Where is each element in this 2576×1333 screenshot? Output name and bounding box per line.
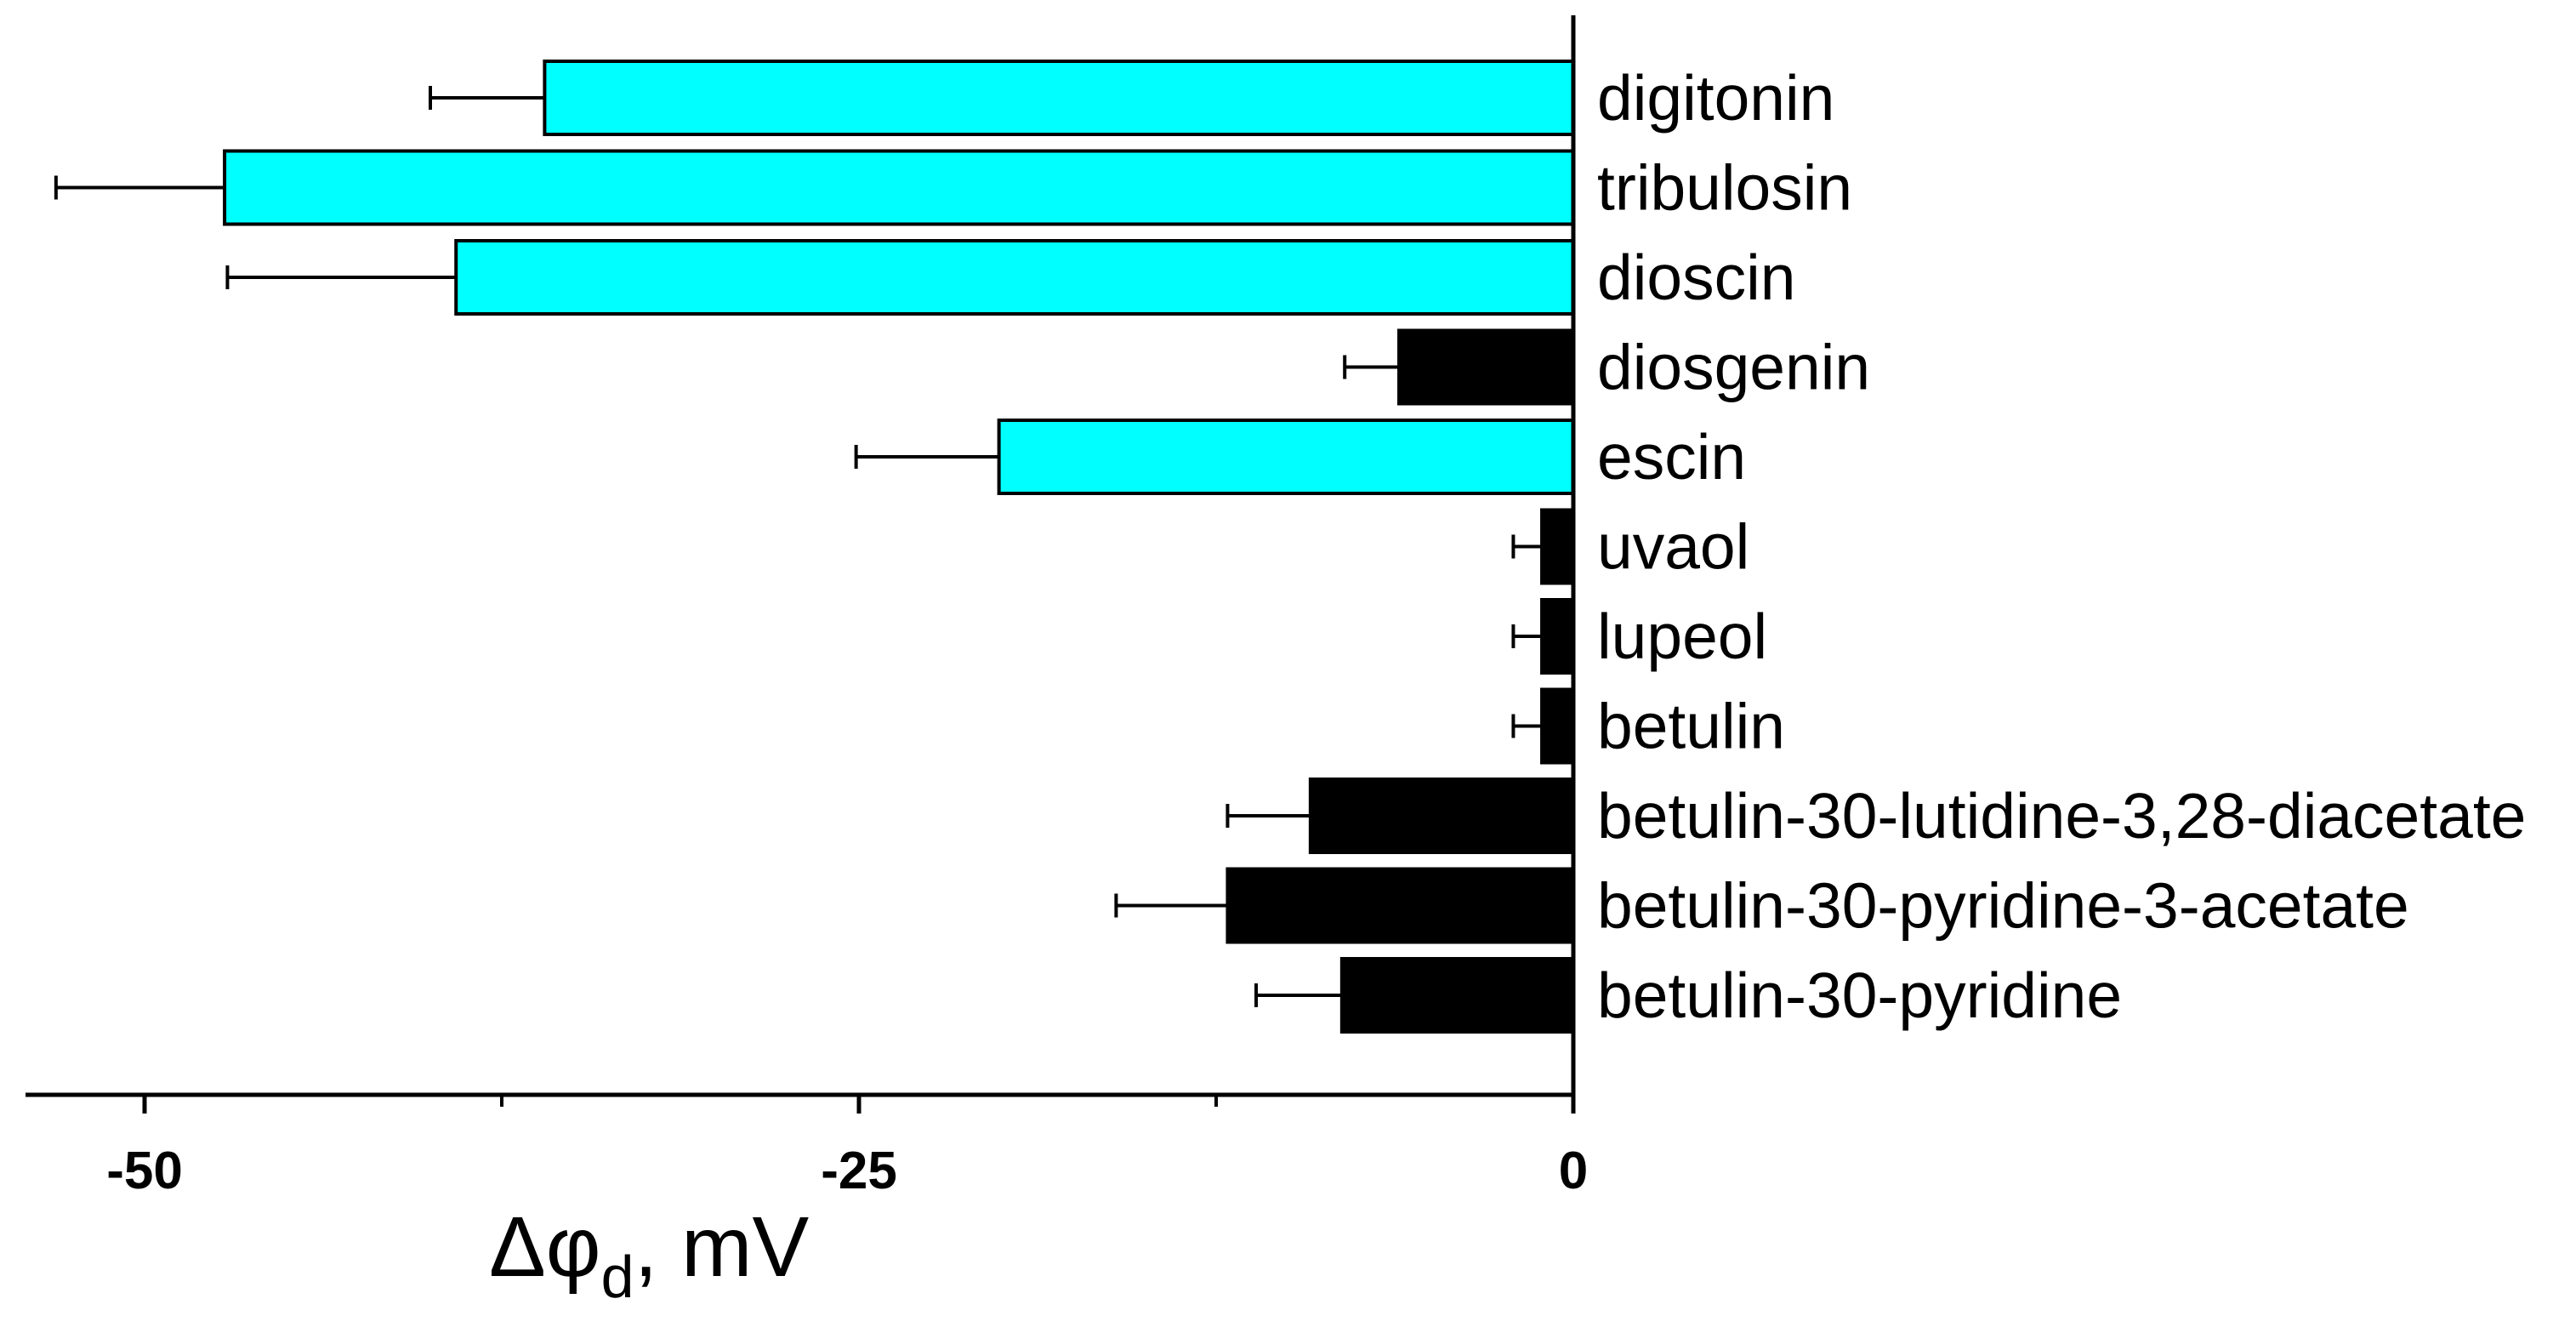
category-labels-group: digitonin tribulosin dioscin diosgenin escin… xyxy=(1597,62,2526,1031)
bar-8 xyxy=(1540,687,1576,765)
bar-2 xyxy=(223,149,1576,226)
bar-3 xyxy=(454,239,1575,316)
bar-9 xyxy=(1308,778,1575,854)
error-bars-group xyxy=(54,86,1543,1007)
category-label-5: escin xyxy=(1597,421,1746,493)
category-label-8: betulin xyxy=(1597,691,1785,762)
bar-10 xyxy=(1225,867,1575,944)
category-label-11: betulin-30-pyridine xyxy=(1597,960,2122,1031)
category-label-7: lupeol xyxy=(1597,601,1767,672)
category-label-6: uvaol xyxy=(1597,511,1749,583)
x-axis-title-unit: , mV xyxy=(634,1199,810,1295)
x-tick-label-3: 0 xyxy=(1559,1142,1588,1200)
bar-1 xyxy=(543,60,1575,136)
x-tick-label-2: -25 xyxy=(821,1142,897,1200)
axes-group: -50 -25 0 xyxy=(26,15,1588,1200)
bar-11 xyxy=(1339,957,1575,1034)
category-label-2: tribulosin xyxy=(1597,152,1852,224)
category-label-10: betulin-30-pyridine-3-acetate xyxy=(1597,870,2409,942)
bar-4 xyxy=(1397,328,1576,406)
category-label-4: diosgenin xyxy=(1597,332,1870,403)
x-tick-label-1: -50 xyxy=(106,1142,183,1200)
bar-6 xyxy=(1540,508,1576,585)
category-label-3: dioscin xyxy=(1597,242,1795,313)
x-axis-title-subscript: d xyxy=(601,1244,634,1310)
category-label-1: digitonin xyxy=(1597,62,1834,134)
bars-group xyxy=(223,60,1576,1034)
bar-7 xyxy=(1540,598,1576,675)
bar-5 xyxy=(997,419,1575,495)
x-axis-title: Δφd, mV xyxy=(489,1199,809,1310)
category-label-9: betulin-30-lutidine-3,28-diacetate xyxy=(1597,780,2526,852)
